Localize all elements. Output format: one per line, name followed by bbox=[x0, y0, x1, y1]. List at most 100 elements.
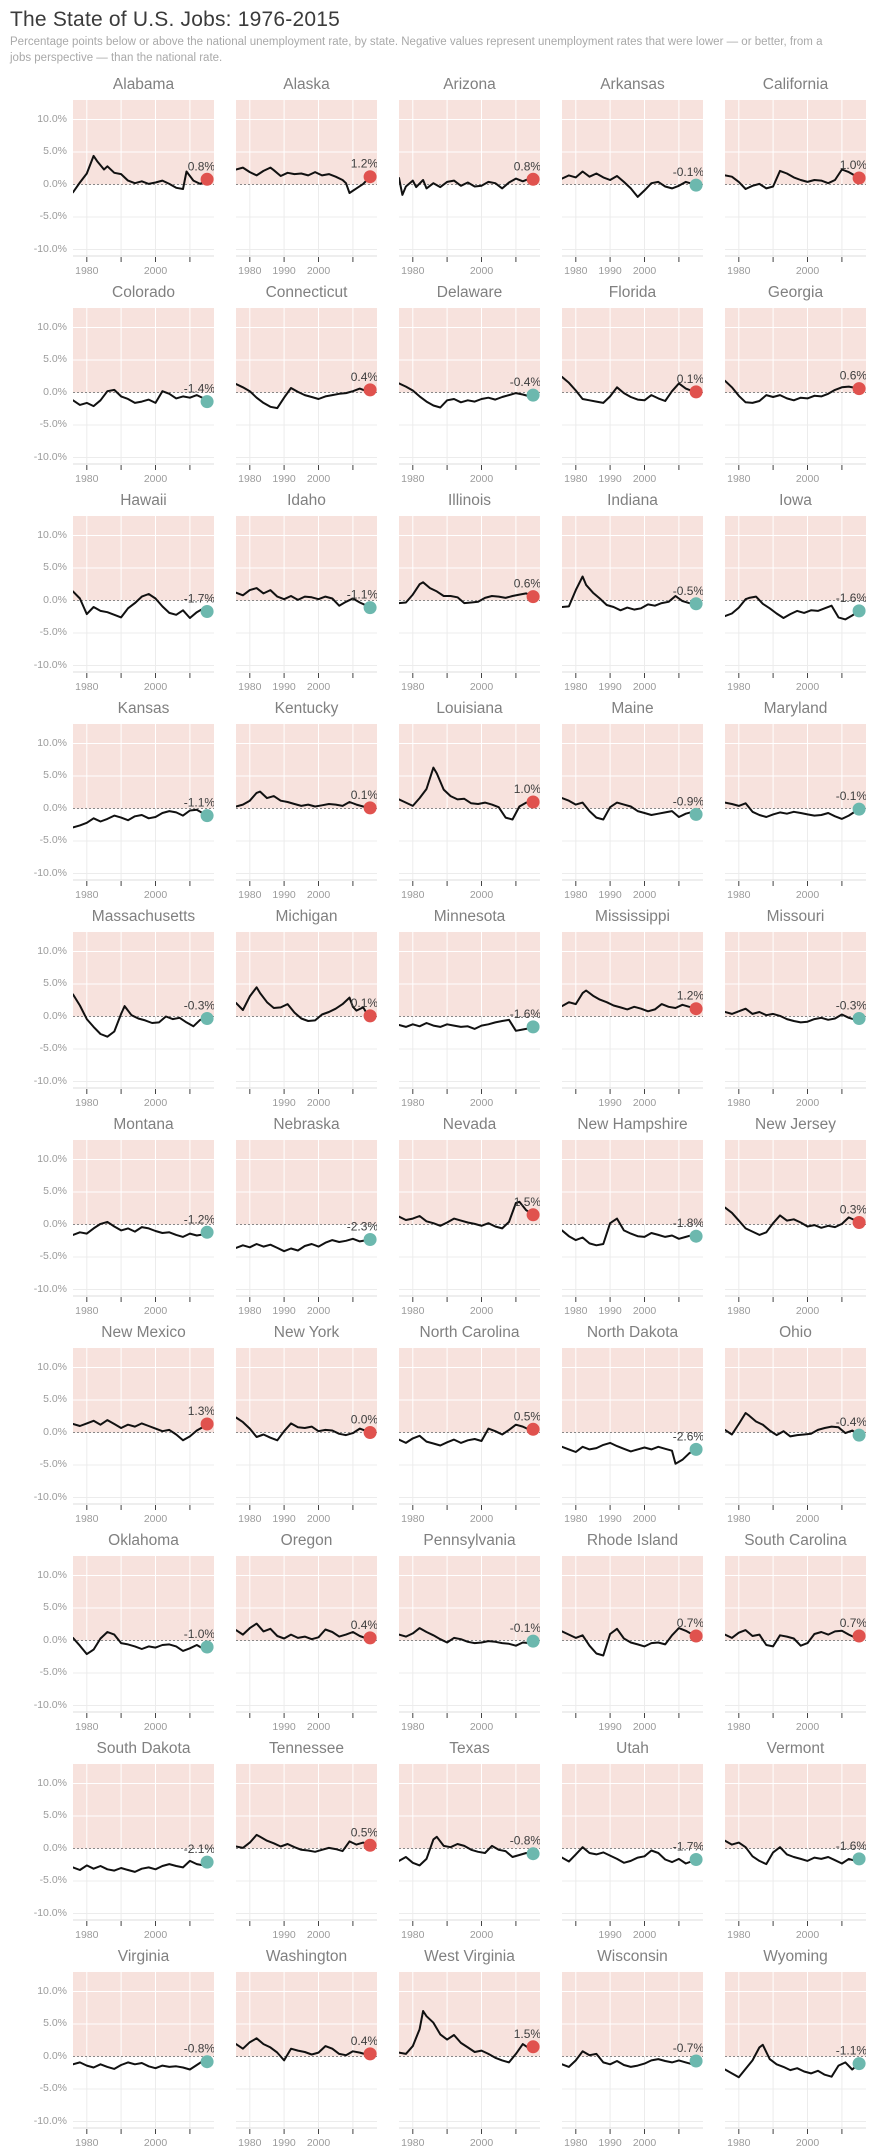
end-value-label: -1.1% bbox=[347, 588, 377, 602]
x-tick-label: 2000 bbox=[144, 473, 168, 485]
sparkline-chart: 1980 1990 2000 -1.1% bbox=[236, 516, 377, 693]
end-dot bbox=[526, 1020, 540, 1034]
state-line bbox=[725, 379, 861, 404]
state-title: Washington bbox=[265, 1948, 348, 1966]
x-tick-label: 1980 bbox=[75, 265, 99, 277]
chart-row: Oklahoma 10.0% 5.0% 0.0% -5.0% -10.0% 1980 2000… bbox=[34, 1532, 874, 1734]
end-value-label: 0.7% bbox=[840, 1616, 866, 1630]
state-title: Idaho bbox=[287, 492, 326, 510]
sparkline-chart: 1980 2000 -1.0% bbox=[73, 1556, 214, 1733]
state-chart-arizona: Arizona 1980 2000 0.8% bbox=[399, 76, 540, 278]
state-title: Minnesota bbox=[433, 908, 506, 926]
x-tick-label: 2000 bbox=[144, 1097, 168, 1109]
state-chart-california: California 1980 2000 1.0% bbox=[725, 76, 866, 278]
x-tick-label: 2000 bbox=[470, 1929, 494, 1941]
y-axis-label: -10.0% bbox=[33, 1698, 67, 1711]
positive-band bbox=[73, 932, 214, 1017]
state-title: New Jersey bbox=[755, 1116, 836, 1134]
state-chart-connecticut: Connecticut 1980 1990 2000 0.4% bbox=[236, 284, 377, 486]
chart-row: New Mexico 10.0% 5.0% 0.0% -5.0% -10.0% 1980 20… bbox=[34, 1324, 874, 1526]
state-line bbox=[399, 1200, 535, 1230]
x-tick-label: 2000 bbox=[633, 1305, 657, 1317]
y-axis-label: 0.0% bbox=[43, 385, 67, 398]
x-tick-label: 1980 bbox=[401, 473, 425, 485]
state-chart-alaska: Alaska 1980 1990 2000 1.2% bbox=[236, 76, 377, 278]
x-tick-label: 1980 bbox=[75, 1097, 99, 1109]
state-title: Oregon bbox=[280, 1532, 333, 1550]
y-axis-label: -10.0% bbox=[33, 1490, 67, 1503]
state-line bbox=[725, 595, 861, 621]
x-tick-label: 1990 bbox=[598, 1721, 622, 1733]
x-tick-label: 2000 bbox=[796, 473, 820, 485]
x-tick-label: 2000 bbox=[796, 1097, 820, 1109]
sparkline-chart: 1980 2000 -0.3% bbox=[73, 932, 214, 1109]
x-tick-label: 1990 bbox=[598, 265, 622, 277]
end-value-label: 1.2% bbox=[351, 157, 377, 171]
sparkline-chart: 1980 2000 0.7% bbox=[725, 1556, 866, 1733]
end-dot bbox=[852, 1852, 866, 1866]
end-dot bbox=[200, 1640, 214, 1654]
sparkline-chart: 1980 1990 2000 -2.3% bbox=[236, 1140, 377, 1317]
positive-band bbox=[399, 100, 540, 185]
state-title: Ohio bbox=[779, 1324, 812, 1342]
positive-band bbox=[236, 1764, 377, 1849]
y-axis-label: 10.0% bbox=[37, 736, 67, 749]
state-title: Louisiana bbox=[436, 700, 503, 718]
x-tick-label: 2000 bbox=[470, 1305, 494, 1317]
x-tick-label: 1980 bbox=[727, 2137, 751, 2149]
state-chart-south-carolina: South Carolina 1980 2000 0.7% bbox=[725, 1532, 866, 1734]
end-value-label: 1.3% bbox=[188, 1404, 214, 1418]
x-tick-label: 1980 bbox=[727, 1929, 751, 1941]
x-tick-label: 1980 bbox=[75, 1721, 99, 1733]
x-tick-label: 1990 bbox=[272, 681, 296, 693]
state-line bbox=[562, 2050, 698, 2068]
state-title: Texas bbox=[449, 1740, 490, 1758]
x-tick-label: 2000 bbox=[470, 1721, 494, 1733]
x-tick-label: 1990 bbox=[272, 889, 296, 901]
end-dot bbox=[363, 2047, 377, 2061]
x-tick-label: 2000 bbox=[796, 1721, 820, 1733]
state-chart-massachusetts: Massachusetts 10.0% 5.0% 0.0% -5.0% -10.0% 198… bbox=[34, 908, 214, 1110]
state-chart-west-virginia: West Virginia 1980 2000 1.5% bbox=[399, 1948, 540, 2150]
x-tick-label: 1980 bbox=[238, 889, 262, 901]
end-value-label: 1.0% bbox=[840, 158, 866, 172]
y-axis-label: 0.0% bbox=[43, 593, 67, 606]
sparkline-chart: 1980 2000 0.5% bbox=[399, 1348, 540, 1525]
positive-band bbox=[73, 1140, 214, 1225]
state-chart-new-mexico: New Mexico 10.0% 5.0% 0.0% -5.0% -10.0% 1980 20… bbox=[34, 1324, 214, 1526]
small-multiples-grid: Alabama 10.0% 5.0% 0.0% -5.0% -10.0% 1980 2000 0… bbox=[0, 66, 874, 2150]
state-line bbox=[725, 1412, 861, 1438]
state-title: Vermont bbox=[766, 1740, 825, 1758]
state-chart-missouri: Missouri 1980 2000 -0.3% bbox=[725, 908, 866, 1110]
y-axis-label: -5.0% bbox=[39, 1250, 67, 1263]
x-tick-label: 1980 bbox=[238, 1305, 262, 1317]
end-value-label: -1.0% bbox=[184, 1627, 214, 1641]
end-value-label: -0.3% bbox=[836, 999, 866, 1013]
state-title: West Virginia bbox=[424, 1948, 515, 1966]
x-tick-label: 2000 bbox=[144, 681, 168, 693]
end-value-label: -1.2% bbox=[184, 1212, 214, 1226]
x-tick-label: 1980 bbox=[727, 681, 751, 693]
end-dot bbox=[852, 1012, 866, 1026]
state-title: Wyoming bbox=[763, 1948, 828, 1966]
x-tick-label: 2000 bbox=[470, 889, 494, 901]
sparkline-chart: 1980 1990 2000 -0.9% bbox=[562, 724, 703, 901]
end-dot bbox=[363, 1233, 377, 1247]
end-dot bbox=[526, 590, 540, 604]
positive-band bbox=[73, 1972, 214, 2057]
x-tick-label: 2000 bbox=[633, 473, 657, 485]
end-value-label: 0.6% bbox=[514, 577, 540, 591]
state-title: Nevada bbox=[442, 1116, 497, 1134]
y-axis-label: -10.0% bbox=[33, 866, 67, 879]
x-tick-label: 2000 bbox=[144, 1513, 168, 1525]
positive-band bbox=[562, 1764, 703, 1849]
x-tick-label: 2000 bbox=[633, 2137, 657, 2149]
chart-row: Massachusetts 10.0% 5.0% 0.0% -5.0% -10.0% 198… bbox=[34, 908, 874, 1110]
sparkline-chart: 1990 2000 0.5% bbox=[236, 1764, 377, 1941]
x-tick-label: 1990 bbox=[272, 265, 296, 277]
y-axis-label: 0.0% bbox=[43, 1633, 67, 1646]
state-line bbox=[236, 986, 372, 1023]
positive-band bbox=[725, 516, 866, 601]
state-chart-iowa: Iowa 1980 2000 -1.6% bbox=[725, 492, 866, 694]
y-axis-label: 10.0% bbox=[37, 112, 67, 125]
